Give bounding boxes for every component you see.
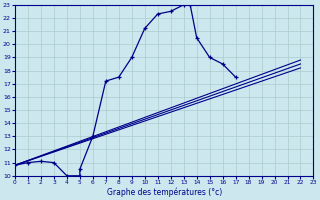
X-axis label: Graphe des températures (°c): Graphe des températures (°c) bbox=[107, 188, 222, 197]
